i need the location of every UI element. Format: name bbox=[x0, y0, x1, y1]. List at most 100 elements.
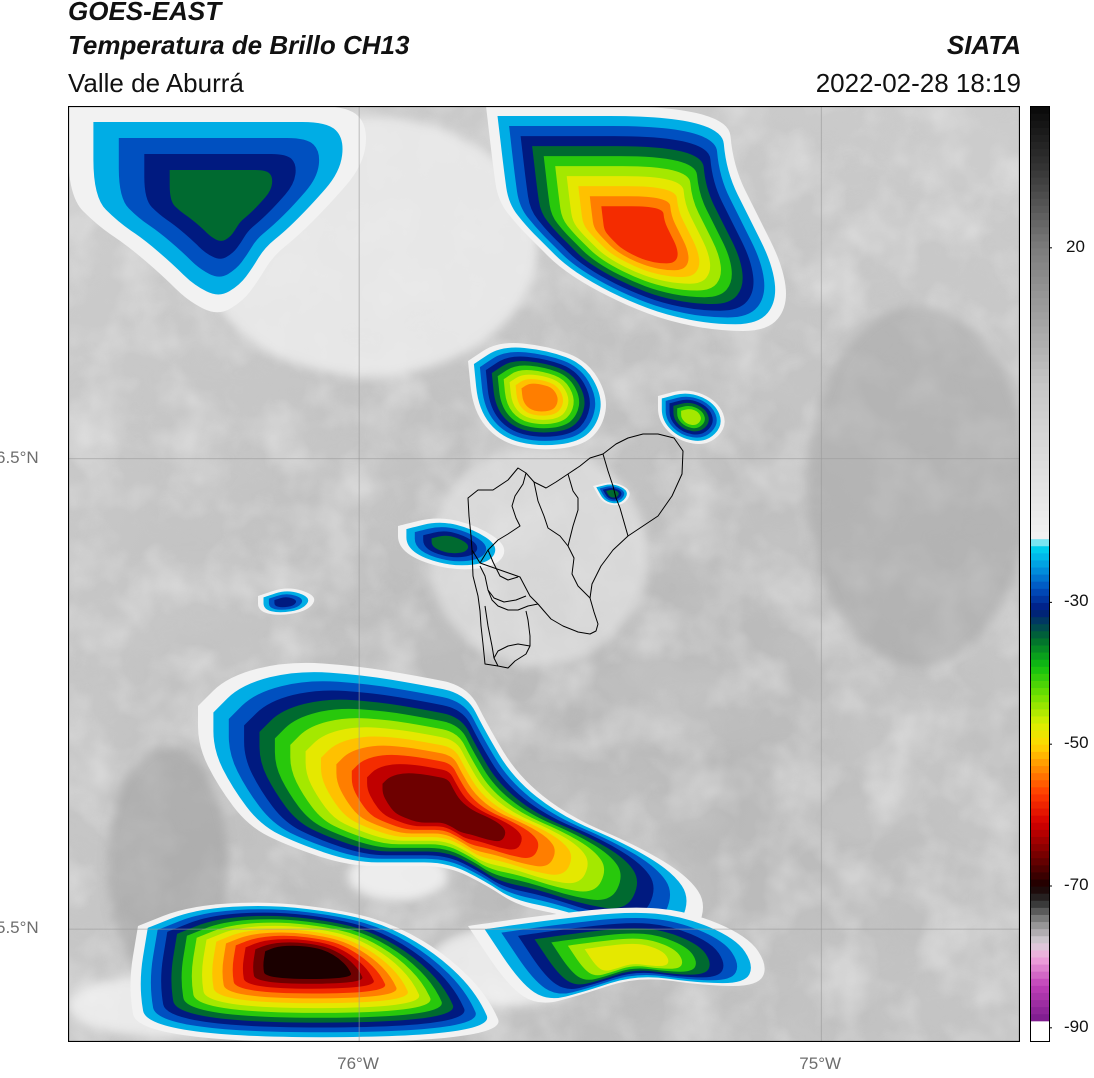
colorbar-band bbox=[1030, 666, 1050, 674]
colorbar-band bbox=[1030, 191, 1050, 199]
cell-contour bbox=[521, 383, 558, 412]
colorbar-band bbox=[1030, 680, 1050, 689]
colorbar-band bbox=[1030, 552, 1050, 561]
colorbar-band bbox=[1030, 850, 1050, 859]
colorbar-band bbox=[1030, 871, 1050, 880]
convective-cell-1 bbox=[68, 106, 366, 313]
colorbar-band bbox=[1030, 226, 1050, 235]
convective-cell-0 bbox=[486, 106, 786, 331]
colorbar-band bbox=[1030, 652, 1050, 660]
colorbar-band bbox=[1030, 205, 1050, 213]
colorbar-band bbox=[1030, 425, 1050, 433]
colorbar-band bbox=[1030, 127, 1050, 135]
colorbar-band bbox=[1030, 134, 1050, 143]
colorbar-band bbox=[1030, 375, 1050, 384]
colorbar-frame bbox=[1030, 106, 1050, 1042]
colorbar-band bbox=[1030, 673, 1050, 681]
colorbar-band bbox=[1030, 389, 1050, 398]
colorbar-band bbox=[1030, 574, 1050, 582]
colorbar-band bbox=[1030, 942, 1050, 951]
cell-contour bbox=[169, 170, 273, 241]
colorbar-band bbox=[1030, 361, 1050, 369]
colorbar-band bbox=[1030, 928, 1050, 937]
colorbar-band bbox=[1030, 155, 1050, 164]
colorbar-band bbox=[1030, 488, 1050, 497]
title-goes-east: GOES-EAST bbox=[68, 0, 222, 26]
colorbar-band bbox=[1030, 744, 1050, 752]
colorbar-bands bbox=[1030, 106, 1050, 1042]
colorbar-tick-label: -90 bbox=[1064, 1016, 1089, 1036]
colorbar-band bbox=[1030, 595, 1050, 603]
colorbar-band bbox=[1030, 949, 1050, 958]
colorbar-band bbox=[1030, 829, 1050, 837]
colorbar-tick-label: -50 bbox=[1064, 733, 1089, 753]
colorbar-band bbox=[1030, 347, 1050, 355]
colorbar-band bbox=[1030, 964, 1050, 972]
colorbar-band bbox=[1030, 325, 1050, 334]
colorbar-band bbox=[1030, 503, 1050, 511]
colorbar-band bbox=[1030, 971, 1050, 979]
x-tick-label: 76°W bbox=[337, 1054, 379, 1073]
colorbar-band bbox=[1030, 531, 1050, 540]
colorbar-band bbox=[1030, 254, 1050, 263]
colorbar-band bbox=[1030, 843, 1050, 852]
map-gridlines bbox=[68, 106, 1020, 1042]
colorbar-band bbox=[1030, 659, 1050, 667]
colorbar-band bbox=[1030, 992, 1050, 1001]
colorbar-band bbox=[1030, 418, 1050, 426]
colorbar-band bbox=[1030, 1020, 1050, 1029]
map-frame bbox=[68, 106, 1020, 1042]
colorbar-band bbox=[1030, 616, 1050, 625]
colorbar-band bbox=[1030, 354, 1050, 362]
colorbar-band bbox=[1030, 240, 1050, 249]
colorbar-band bbox=[1030, 793, 1050, 802]
colorbar-band bbox=[1030, 481, 1050, 490]
colorbar-band bbox=[1030, 566, 1050, 575]
convective-cell-5 bbox=[468, 343, 606, 450]
colorbar-band bbox=[1030, 297, 1050, 306]
region-label: Valle de Aburrá bbox=[68, 68, 244, 98]
colorbar-band bbox=[1030, 722, 1050, 731]
y-tick-label: 6.5°N bbox=[0, 447, 39, 467]
colorbar-band bbox=[1030, 318, 1050, 327]
colorbar-band bbox=[1030, 283, 1050, 291]
colorbar-band bbox=[1030, 602, 1050, 611]
cell-contour bbox=[263, 945, 352, 979]
colorbar-band bbox=[1030, 446, 1050, 455]
colorbar-band bbox=[1030, 453, 1050, 462]
convective-cell-3 bbox=[130, 902, 499, 1042]
colorbar-band bbox=[1030, 233, 1050, 242]
colorbar-band bbox=[1030, 219, 1050, 228]
colorbar-band bbox=[1030, 687, 1050, 696]
colorbar-band bbox=[1030, 609, 1050, 618]
convective-cells bbox=[68, 106, 786, 1042]
colorbar-band bbox=[1030, 496, 1050, 504]
colorbar-band bbox=[1030, 623, 1050, 632]
colorbar-band bbox=[1030, 708, 1050, 717]
colorbar-band bbox=[1030, 893, 1050, 901]
colorbar-band bbox=[1030, 198, 1050, 206]
colorbar-band bbox=[1030, 737, 1050, 745]
colorbar-band bbox=[1030, 396, 1050, 405]
x-tick-label: 75°W bbox=[799, 1054, 842, 1073]
convective-cell-7 bbox=[658, 390, 725, 444]
colorbar-band bbox=[1030, 247, 1050, 256]
colorbar bbox=[1030, 106, 1052, 1042]
colorbar-band bbox=[1030, 120, 1050, 128]
colorbar-tick-label: 20 bbox=[1066, 236, 1085, 256]
source-label: SIATA bbox=[946, 30, 1021, 60]
cell-contour bbox=[681, 409, 701, 426]
colorbar-band bbox=[1030, 765, 1050, 774]
colorbar-band bbox=[1030, 1027, 1050, 1036]
colorbar-band bbox=[1030, 956, 1050, 965]
colorbar-band bbox=[1030, 857, 1050, 866]
title-product: Temperatura de Brillo CH13 bbox=[68, 30, 410, 60]
convective-cell-2 bbox=[198, 662, 703, 942]
colorbar-band bbox=[1030, 864, 1050, 873]
colorbar-band bbox=[1030, 822, 1050, 830]
municipal-boundaries bbox=[467, 433, 684, 669]
colorbar-band bbox=[1030, 382, 1050, 391]
colorbar-band bbox=[1030, 730, 1050, 738]
satellite-map bbox=[68, 106, 1020, 1042]
colorbar-band bbox=[1030, 800, 1050, 809]
